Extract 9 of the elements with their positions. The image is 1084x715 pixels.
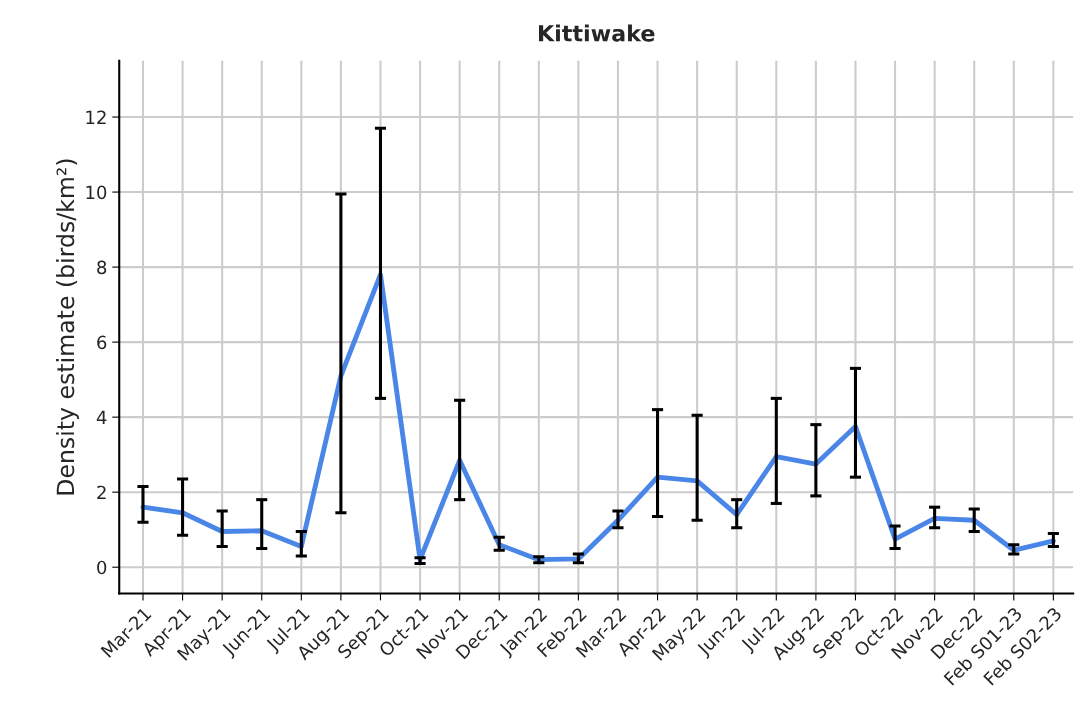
y-tick-label: 12 xyxy=(86,110,106,124)
y-tick-label: 6 xyxy=(97,335,107,350)
y-tick-label: 8 xyxy=(97,260,107,275)
chart-title: Kittiwake xyxy=(539,24,655,42)
y-tick-label: 10 xyxy=(86,185,107,200)
y-tick-label: 0 xyxy=(97,560,107,575)
y-axis-title: Density estimate (birds/km²) xyxy=(56,159,79,495)
y-tick-label: 2 xyxy=(97,485,106,500)
y-tick-label: 4 xyxy=(96,410,107,424)
